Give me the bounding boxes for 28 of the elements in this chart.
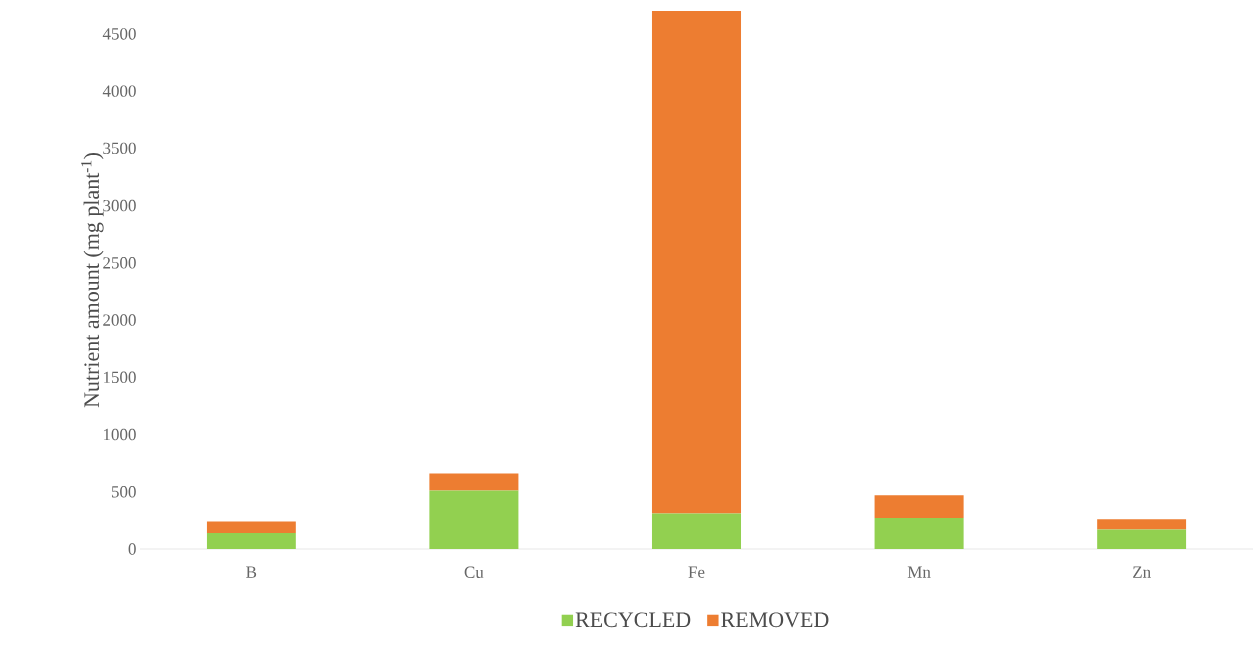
y-tick-label: 0 bbox=[128, 543, 136, 555]
bar bbox=[651, 513, 742, 549]
x-tick-label: B bbox=[246, 566, 257, 578]
bar bbox=[206, 532, 296, 549]
bar bbox=[874, 495, 964, 519]
x-tick-label: Cu bbox=[464, 566, 484, 578]
bar bbox=[429, 473, 519, 491]
y-tick-label: 1000 bbox=[103, 428, 136, 441]
x-tick-label: Mn bbox=[907, 566, 931, 578]
bar bbox=[651, 11, 742, 514]
y-tick-label: 3500 bbox=[103, 142, 136, 155]
y-tick-label: 4000 bbox=[102, 85, 136, 97]
y-tick-label: 1500 bbox=[103, 371, 136, 384]
y-tick-label: 2500 bbox=[103, 257, 136, 269]
y-tick-label: 4500 bbox=[102, 28, 136, 40]
bar bbox=[1097, 519, 1187, 530]
bar bbox=[1097, 529, 1187, 549]
y-tick-label: 2000 bbox=[103, 314, 136, 326]
bar bbox=[206, 521, 296, 533]
bar bbox=[874, 518, 964, 549]
y-tick-label: 500 bbox=[111, 486, 136, 498]
y-tick-label: 3000 bbox=[103, 199, 136, 212]
x-tick-label: Zn bbox=[1133, 566, 1151, 578]
legend-label: RECYCLED bbox=[575, 612, 691, 628]
bar bbox=[429, 490, 519, 549]
x-tick-label: Fe bbox=[688, 566, 705, 578]
legend-label: REMOVED bbox=[721, 612, 829, 628]
y-axis-title: Nutrient amount (mg plant$^{-1}$) bbox=[81, 153, 104, 408]
